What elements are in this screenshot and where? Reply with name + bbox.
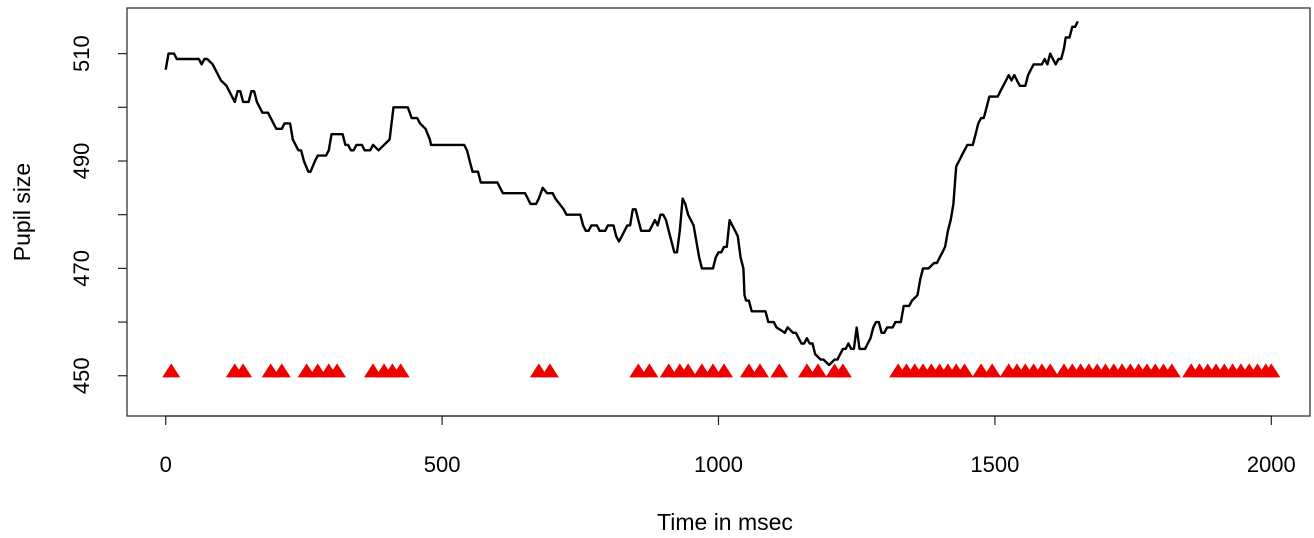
event-marker	[540, 363, 559, 378]
x-tick-label: 500	[424, 452, 461, 477]
event-marker	[162, 363, 181, 378]
event-marker	[391, 363, 410, 378]
event-marker	[955, 363, 974, 378]
event-marker	[1162, 363, 1181, 378]
event-marker	[1262, 363, 1281, 378]
y-tick-label: 490	[69, 143, 94, 180]
event-marker	[272, 363, 291, 378]
y-axis-title: Pupil size	[9, 163, 35, 261]
event-marker	[715, 363, 734, 378]
event-marker	[809, 363, 828, 378]
x-tick-label: 1500	[970, 452, 1019, 477]
y-tick-label: 450	[69, 357, 94, 394]
y-tick-label: 510	[69, 35, 94, 72]
event-marker	[833, 363, 852, 378]
event-marker	[679, 363, 698, 378]
event-marker	[770, 363, 789, 378]
x-tick-label: 0	[160, 452, 172, 477]
x-axis-title: Time in msec	[657, 509, 793, 535]
event-marker	[234, 363, 253, 378]
x-axis: 0 500 1000 1500 2000	[160, 415, 1296, 477]
event-marker	[640, 363, 659, 378]
event-marker	[328, 363, 347, 378]
x-tick-label: 1000	[694, 452, 743, 477]
y-axis: 450 470 490 510	[69, 35, 127, 394]
event-markers	[162, 363, 1281, 378]
y-tick-label: 470	[69, 250, 94, 287]
event-marker	[1041, 363, 1060, 378]
pupil-size-line	[164, 20, 1079, 367]
event-marker	[750, 363, 769, 378]
event-marker	[983, 363, 1002, 378]
plot-frame	[126, 7, 1311, 417]
x-tick-label: 2000	[1247, 452, 1296, 477]
